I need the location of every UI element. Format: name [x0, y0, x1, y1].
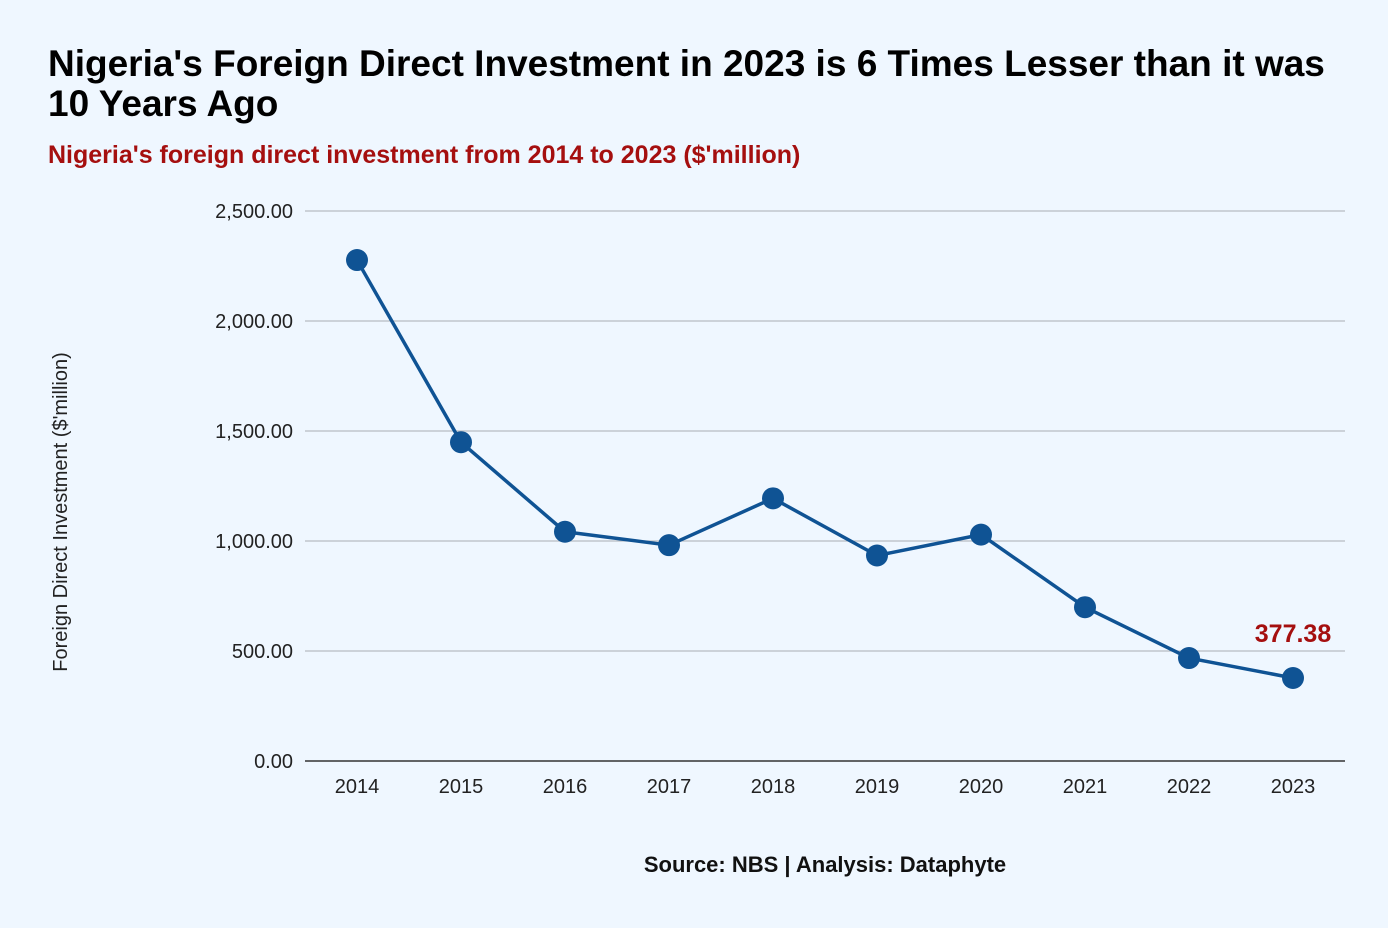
data-point[interactable]	[1282, 666, 1304, 689]
series-line	[355, 259, 1294, 680]
annotations: 377.38	[1255, 620, 1332, 648]
x-tick-label: 2021	[1063, 776, 1108, 798]
x-tick-label: 2017	[647, 776, 692, 798]
y-tick-label: 0.00	[254, 751, 293, 773]
x-tick-label: 2015	[439, 776, 484, 798]
x-tick-label: 2014	[335, 776, 380, 798]
y-tick-label: 2,500.00	[215, 201, 293, 223]
y-tick-label: 500.00	[232, 641, 293, 663]
chart-title: Nigeria's Foreign Direct Investment in 2…	[48, 43, 1325, 124]
data-point[interactable]	[346, 249, 368, 272]
y-axis-ticks: 0.00 500.00 1,000.00 1,500.00 2,000.00 2,500.…	[215, 201, 293, 773]
y-tick-label: 1,000.00	[215, 531, 293, 553]
data-point[interactable]	[658, 534, 680, 557]
chart-subtitle: Nigeria's foreign direct investment from…	[48, 141, 801, 169]
source-note: Source: NBS | Analysis: Dataphyte	[643, 852, 1007, 877]
x-tick-label: 2023	[1271, 776, 1316, 798]
data-point[interactable]	[450, 431, 472, 454]
data-point[interactable]	[970, 523, 992, 546]
data-point[interactable]	[1074, 596, 1096, 619]
x-tick-label: 2016	[543, 776, 588, 798]
y-axis-label: Foreign Direct Investment ($'million)	[50, 352, 72, 671]
series-fdi	[346, 249, 1304, 689]
data-point[interactable]	[866, 544, 888, 567]
x-tick-label: 2020	[959, 776, 1004, 798]
data-label: 377.38	[1255, 620, 1332, 648]
data-point[interactable]	[554, 520, 576, 543]
x-tick-label: 2022	[1167, 776, 1212, 798]
x-axis-ticks: 2014 2015 2016 2017 2018 2019 2020 2021 2022 2023	[335, 776, 1316, 798]
data-point[interactable]	[762, 487, 784, 510]
gridlines	[305, 210, 1345, 762]
x-tick-label: 2019	[855, 776, 900, 798]
y-tick-label: 2,000.00	[215, 311, 293, 333]
y-tick-label: 1,500.00	[215, 421, 293, 443]
data-point[interactable]	[1178, 647, 1200, 670]
x-tick-label: 2018	[751, 776, 796, 798]
